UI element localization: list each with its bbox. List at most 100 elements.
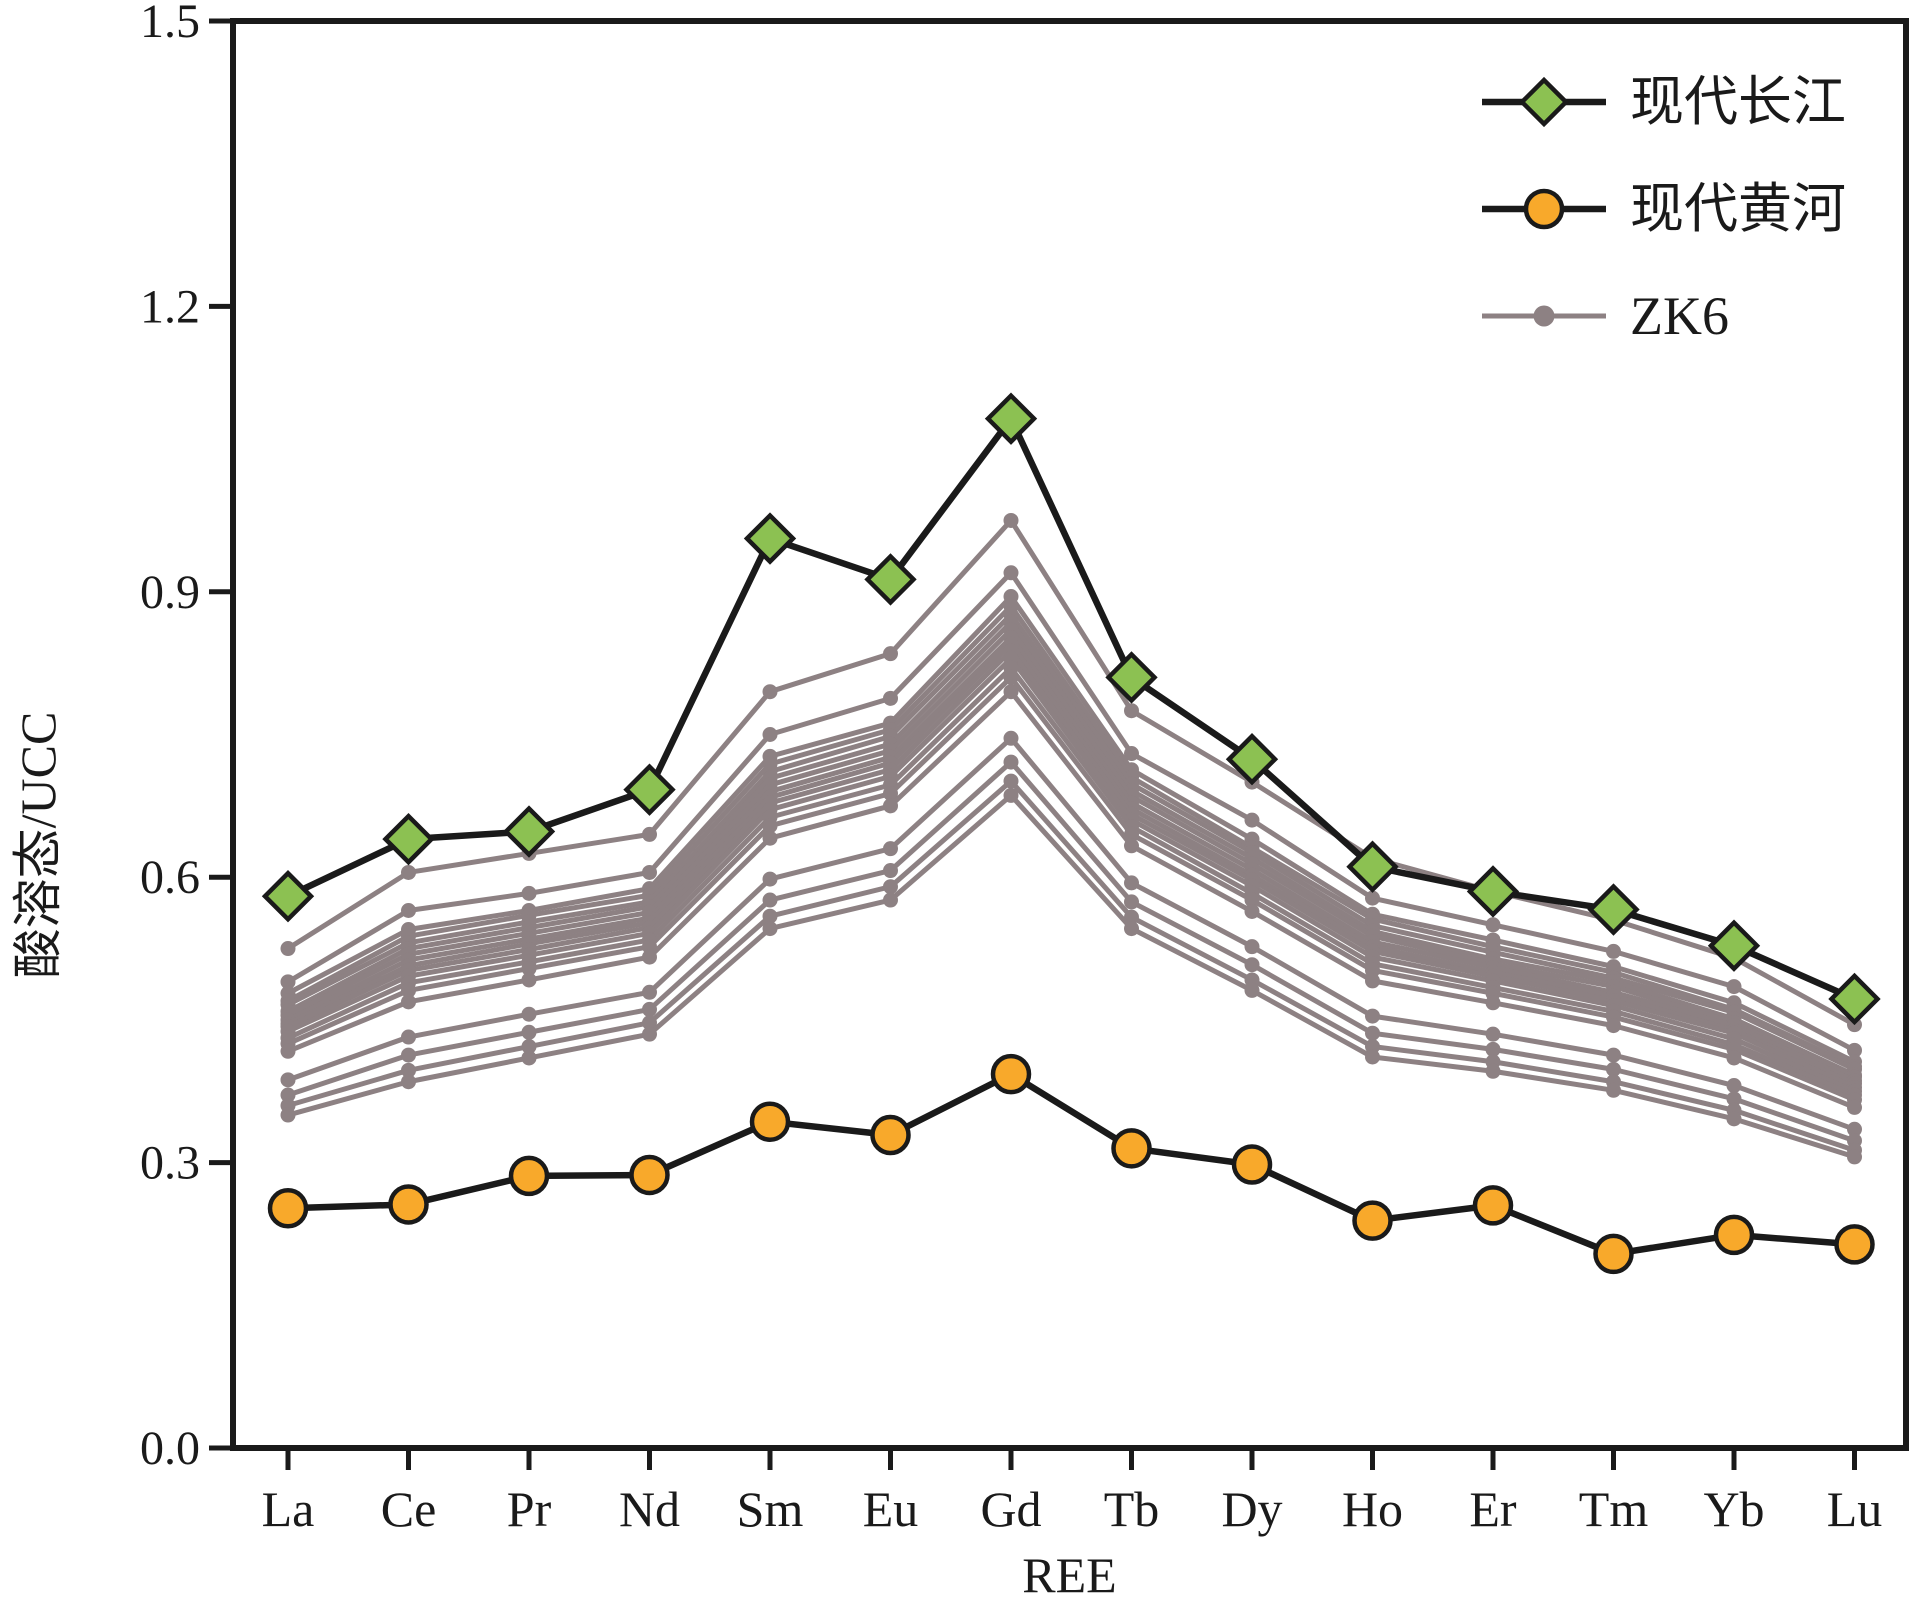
zk6-dot-legend-icon — [1482, 305, 1606, 327]
yangtze-diamond-legend-icon — [1482, 76, 1606, 128]
x-tick-label: Tm — [1579, 1481, 1649, 1537]
zk6-point — [1244, 903, 1260, 919]
zk6-point — [521, 1006, 537, 1022]
plot-border — [230, 18, 1909, 1451]
zk6-point — [280, 1087, 296, 1103]
zk6-point — [883, 892, 898, 908]
zk6-point — [883, 785, 898, 801]
zk6-point — [1485, 917, 1501, 933]
zk6-line — [286, 674, 1856, 1103]
zk6-point — [762, 818, 778, 834]
zk6-point — [762, 921, 778, 937]
zk6-line — [286, 619, 1856, 1078]
yellow-river-point — [1713, 1214, 1755, 1256]
yellow-river-point — [749, 1101, 791, 1142]
zk6-point — [1003, 565, 1019, 581]
zk6-line — [286, 603, 1856, 1069]
zk6-point — [280, 1072, 296, 1088]
legend-item-zk6: ZK6 — [1482, 284, 1846, 348]
y-tick-label: 0.0 — [140, 1422, 200, 1475]
zk6-point — [1124, 894, 1139, 910]
x-tick-label: Er — [1469, 1481, 1517, 1537]
zk6-line — [287, 778, 1856, 1153]
zk6-point — [521, 885, 537, 901]
yangtze-point — [1707, 919, 1761, 972]
zk6-point — [1365, 890, 1380, 906]
zk6-point — [521, 972, 537, 988]
zk6-line — [287, 735, 1856, 1132]
zk6-point — [1606, 943, 1621, 959]
zk6-point — [1124, 703, 1139, 719]
zk6-point — [642, 949, 657, 965]
dot-marker-icon — [1533, 305, 1555, 327]
zk6-point — [1365, 1008, 1380, 1024]
zk6-point — [1003, 787, 1019, 803]
x-tick-label: Yb — [1703, 1481, 1764, 1537]
yangtze-point — [261, 870, 315, 923]
diamond-marker-icon — [1518, 76, 1570, 128]
yellow-river-point — [629, 1154, 670, 1196]
zk6-point — [1847, 1042, 1862, 1058]
zk6-point — [762, 871, 778, 887]
yellow-river-point — [1231, 1144, 1273, 1185]
zk6-point — [1365, 962, 1380, 978]
yangtze-point — [502, 805, 556, 858]
zk6-point — [1003, 730, 1019, 746]
zk6-line — [287, 792, 1856, 1160]
zk6-point — [1485, 1041, 1501, 1057]
zk6-point — [1726, 1111, 1742, 1127]
zk6-point — [401, 864, 416, 880]
legend-label-modern-yellow-river: 现代黄河 — [1630, 179, 1846, 239]
yellow-river-point — [267, 1188, 309, 1229]
y-tick-label: 0.9 — [140, 566, 200, 619]
zk6-point — [1124, 921, 1139, 937]
zk6-line — [286, 570, 1856, 1053]
zk6-point — [1003, 512, 1019, 528]
yangtze-point — [1225, 733, 1279, 786]
zk6-point — [1485, 1063, 1501, 1079]
x-tick-label: Tb — [1104, 1481, 1160, 1537]
zk6-point — [1606, 1047, 1621, 1063]
zk6-point — [521, 1039, 537, 1055]
yangtze-point — [743, 512, 797, 565]
zk6-point — [642, 984, 657, 1000]
x-tick-label: La — [262, 1481, 315, 1537]
x-tick-label: Pr — [507, 1481, 552, 1537]
x-tick-label: Sm — [737, 1481, 804, 1537]
zk6-point — [1003, 754, 1019, 770]
zk6-point — [883, 879, 898, 895]
zk6-point — [1124, 838, 1139, 854]
zk6-line — [286, 627, 1856, 1080]
x-tick-label: Eu — [863, 1481, 919, 1537]
yangtze-point — [1346, 840, 1399, 893]
x-tick-label: Lu — [1827, 1481, 1883, 1537]
zk6-point — [401, 1062, 416, 1078]
zk6-point — [1365, 1025, 1380, 1041]
zk6-point — [1726, 1091, 1742, 1107]
zk6-point — [280, 974, 296, 990]
yellow-river-point — [508, 1155, 550, 1197]
zk6-point — [401, 1074, 416, 1090]
zk6-line — [286, 648, 1856, 1090]
zk6-point — [280, 1107, 296, 1123]
zk6-line — [287, 689, 1856, 1110]
zk6-point — [280, 1043, 296, 1059]
legend-label-zk6: ZK6 — [1630, 286, 1729, 346]
zk6-line — [286, 665, 1856, 1098]
zk6-point — [1726, 979, 1742, 995]
zk6-point — [762, 684, 778, 700]
x-tick-label: Ho — [1342, 1481, 1403, 1537]
zk6-point — [1244, 972, 1260, 988]
x-tick-label: Dy — [1221, 1481, 1282, 1537]
legend-item-modern-yellow-river: 现代黄河 — [1482, 177, 1846, 241]
zk6-line — [286, 594, 1856, 1065]
zk6-point — [1847, 1121, 1862, 1137]
zk6-point — [1726, 1050, 1742, 1066]
yangtze-point — [623, 763, 676, 816]
legend: 现代长江 现代黄河 ZK6 — [1482, 70, 1846, 391]
zk6-point — [401, 982, 416, 998]
zk6-point — [401, 994, 416, 1010]
yellow-river-circle-legend-icon — [1482, 188, 1606, 230]
yellow-river-point — [990, 1053, 1032, 1095]
